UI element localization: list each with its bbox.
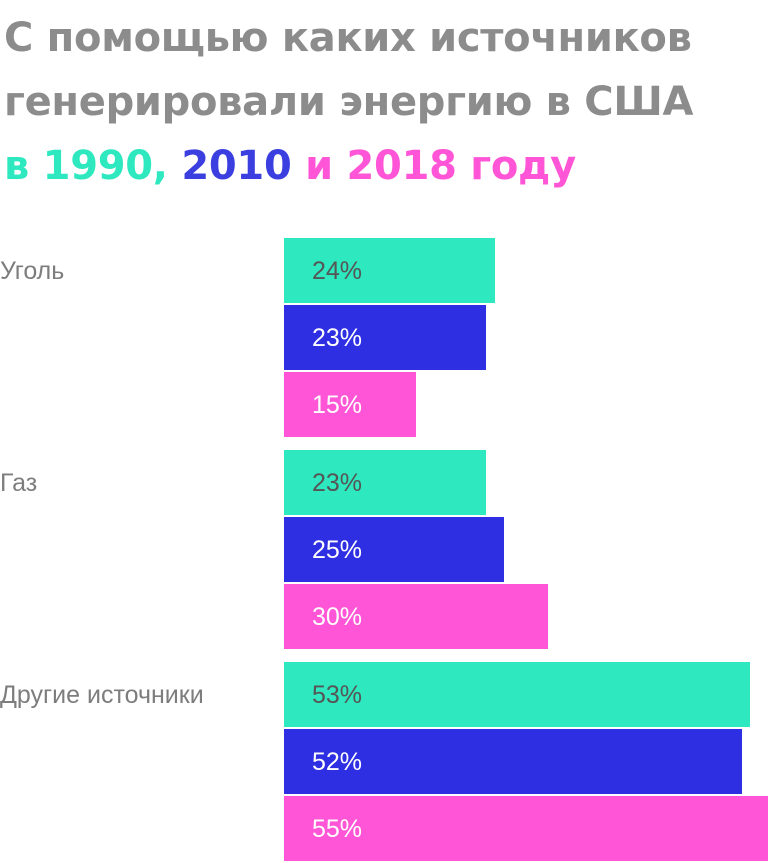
bar-value-label: 53%	[312, 681, 363, 709]
bar-1990	[284, 238, 495, 303]
title-line-3: в 1990, 2010 и 2018 году	[4, 134, 768, 198]
title-conjunction: и	[305, 143, 333, 189]
bar-1990	[284, 662, 750, 727]
title-line-2: генерировали энергию в США	[4, 79, 694, 125]
title-year-2010: 2010	[181, 143, 292, 189]
bar-value-label: 23%	[312, 324, 363, 352]
title-year-1990: 1990	[42, 143, 153, 189]
title-separator: ,	[152, 143, 168, 189]
bar-value-label: 23%	[312, 469, 363, 497]
bar-1990	[284, 450, 486, 515]
bar-value-label: 15%	[312, 391, 363, 419]
category-label: Другие источники	[0, 681, 204, 709]
bar-value-label: 55%	[312, 815, 363, 843]
bar-2010	[284, 305, 486, 370]
title-year-2018: 2018	[346, 143, 457, 189]
bar-2018	[284, 796, 768, 861]
bar-2018	[284, 584, 548, 649]
bar-value-label: 30%	[312, 603, 363, 631]
bar-2010	[284, 729, 742, 794]
bar-value-label: 25%	[312, 536, 363, 564]
bar-2010	[284, 517, 504, 582]
title-suffix: году	[470, 143, 576, 189]
title-line-1: С помощью каких источников	[4, 15, 692, 61]
bar-2018	[284, 372, 416, 437]
category-label: Уголь	[0, 257, 65, 285]
category-label: Газ	[0, 469, 38, 497]
chart-title: С помощью каких источников генерировали …	[4, 6, 768, 198]
bar-value-label: 24%	[312, 257, 363, 285]
bar-value-label: 52%	[312, 748, 363, 776]
title-prefix: в	[4, 143, 30, 189]
